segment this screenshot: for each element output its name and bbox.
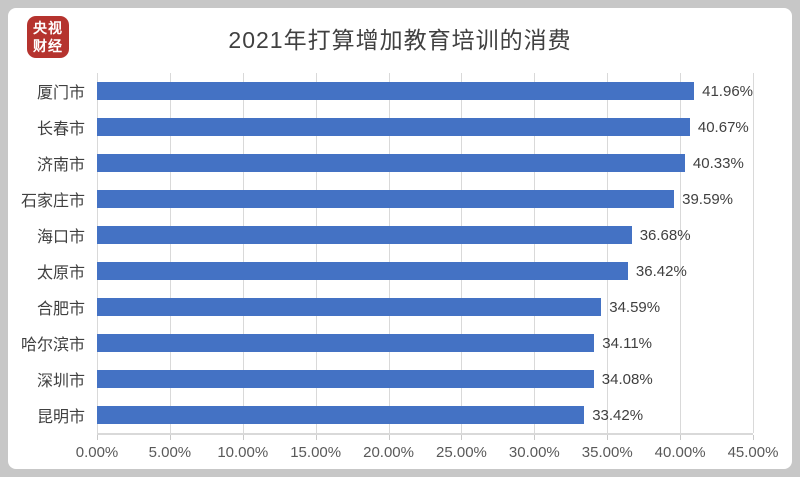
axis-tick-mark bbox=[97, 435, 98, 440]
value-label: 36.68% bbox=[639, 226, 691, 244]
value-label: 41.96% bbox=[702, 82, 753, 100]
gridline bbox=[242, 73, 244, 433]
chart-row: 40.67% bbox=[97, 109, 753, 145]
x-tick-label: 45.00% bbox=[727, 444, 779, 461]
x-axis-labels: 0.00% 5.00% 10.00% 15.00% 20.00% 25.00% 30.00%… bbox=[76, 435, 779, 461]
bar bbox=[97, 154, 685, 172]
x-tick-label: 30.00% bbox=[508, 444, 560, 461]
axis-tick-mark bbox=[169, 435, 171, 440]
gridline bbox=[753, 73, 754, 433]
chart-title: 2021年打算增加教育培训的消费 bbox=[228, 27, 572, 53]
bar bbox=[97, 334, 595, 352]
category-label: 厦门市 bbox=[36, 85, 85, 102]
chart-card: 央视 财经 2021年打算增加教育培训的消费 厦门市长春市济南市石家庄市海口市太… bbox=[8, 8, 792, 469]
value-label: 40.67% bbox=[697, 118, 749, 136]
category-label: 济南市 bbox=[36, 157, 85, 174]
x-tick-label: 15.00% bbox=[290, 444, 342, 461]
category-label: 石家庄市 bbox=[20, 193, 85, 210]
value-label: 34.11% bbox=[602, 334, 652, 352]
logo-line2: 财经 bbox=[33, 38, 63, 54]
axis-tick-mark bbox=[534, 435, 536, 440]
chart-row: 41.96% bbox=[97, 73, 753, 109]
chart-row: 34.59% bbox=[97, 289, 753, 325]
bar bbox=[97, 262, 628, 280]
value-label: 40.33% bbox=[692, 154, 744, 172]
value-label: 39.59% bbox=[682, 190, 733, 208]
x-tick-label: 10.00% bbox=[217, 444, 269, 461]
x-tick-label: 0.00% bbox=[75, 444, 119, 461]
gridline bbox=[97, 73, 98, 433]
axis-tick-mark bbox=[753, 435, 754, 440]
chart-row: 33.42% bbox=[97, 397, 753, 433]
x-tick-label: 40.00% bbox=[654, 444, 706, 461]
axis-tick-mark bbox=[315, 435, 317, 440]
bar bbox=[97, 82, 695, 100]
axis-tick-mark bbox=[461, 435, 463, 440]
x-tick-label: 25.00% bbox=[436, 444, 487, 461]
category-label: 深圳市 bbox=[36, 373, 85, 390]
gridline bbox=[607, 73, 609, 433]
gridline bbox=[388, 73, 390, 433]
category-label: 哈尔滨市 bbox=[20, 337, 85, 354]
bar bbox=[97, 226, 632, 244]
logo-line1: 央视 bbox=[33, 19, 63, 36]
axis-tick-mark bbox=[680, 435, 682, 440]
x-tick-label: 35.00% bbox=[581, 444, 633, 461]
chart-row: 36.42% bbox=[97, 253, 753, 289]
category-label: 合肥市 bbox=[36, 301, 85, 318]
category-label: 海口市 bbox=[36, 229, 85, 246]
axis-tick-mark bbox=[242, 435, 244, 440]
value-label: 33.42% bbox=[592, 406, 644, 424]
gridline bbox=[461, 73, 463, 433]
gridline bbox=[169, 73, 171, 433]
x-tick-label: 5.00% bbox=[148, 444, 192, 461]
bar bbox=[97, 190, 675, 208]
gridline bbox=[315, 73, 317, 433]
chart-row: 34.08% bbox=[97, 361, 753, 397]
bar bbox=[97, 298, 602, 316]
value-label: 34.08% bbox=[601, 370, 653, 388]
bar bbox=[97, 118, 690, 136]
chart-row: 36.68% bbox=[97, 217, 753, 253]
gridline bbox=[534, 73, 536, 433]
axis-tick-mark bbox=[607, 435, 609, 440]
category-label: 长春市 bbox=[36, 121, 85, 138]
gridline bbox=[680, 73, 682, 433]
bar-rows: 41.96% 40.67% 40.33% 39.59% 36.68% 36.42% 34.5… bbox=[97, 73, 753, 433]
x-tick-label: 20.00% bbox=[363, 444, 414, 461]
value-label: 36.42% bbox=[635, 262, 687, 280]
category-label: 昆明市 bbox=[36, 409, 85, 426]
bar bbox=[97, 406, 585, 424]
axis-tick-mark bbox=[388, 435, 390, 440]
chart-row: 39.59% bbox=[97, 181, 753, 217]
cctv-finance-logo: 央视 财经 bbox=[27, 16, 69, 58]
bar bbox=[97, 370, 594, 388]
category-label: 太原市 bbox=[36, 265, 85, 282]
chart-row: 40.33% bbox=[97, 145, 753, 181]
value-label: 34.59% bbox=[609, 298, 661, 316]
plot-area: 41.96% 40.67% 40.33% 39.59% 36.68% 36.42% 34.5… bbox=[97, 73, 754, 440]
chart-row: 34.11% bbox=[97, 325, 753, 361]
category-labels: 厦门市长春市济南市石家庄市海口市太原市合肥市哈尔滨市深圳市昆明市 bbox=[8, 73, 85, 433]
